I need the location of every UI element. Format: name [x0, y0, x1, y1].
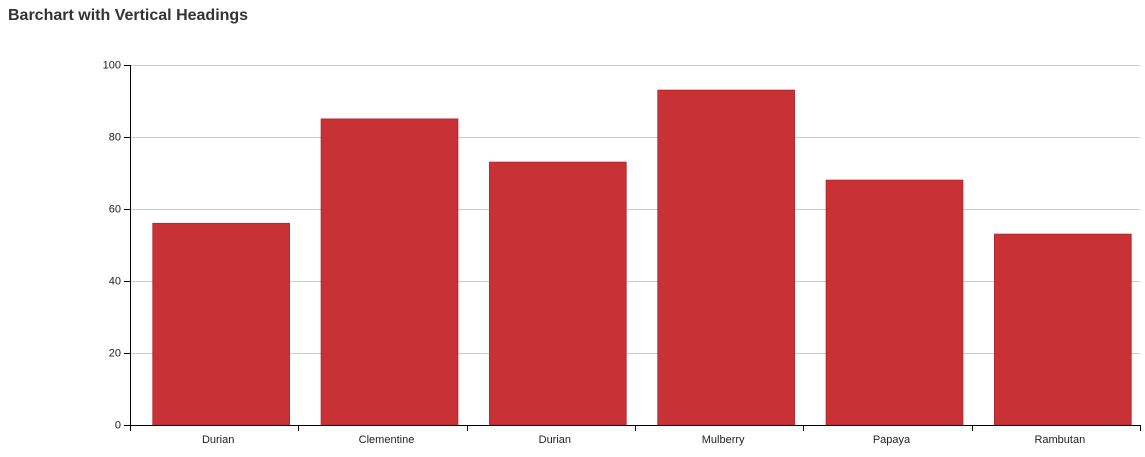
x-tick-label: Durian — [539, 434, 571, 446]
bar — [994, 233, 1132, 426]
y-tick-label: 40 — [109, 275, 121, 287]
x-tick-label: Mulberry — [702, 434, 745, 446]
bars — [152, 89, 1132, 426]
x-tick-label: Papaya — [873, 434, 911, 446]
y-tick-label: 20 — [109, 347, 121, 359]
x-tick-label: Rambutan — [1034, 434, 1085, 446]
y-tick-label: 60 — [109, 203, 121, 215]
bar — [825, 179, 964, 426]
chart-title: Barchart with Vertical Headings — [8, 7, 249, 24]
bar — [320, 118, 459, 426]
x-tick-label: Durian — [202, 434, 234, 446]
bar — [489, 161, 627, 426]
y-tick-label: 100 — [103, 59, 121, 71]
y-tick-label: 0 — [115, 419, 121, 431]
bar — [152, 222, 290, 426]
bar — [657, 89, 795, 426]
y-axis: 0 20 40 60 80 100 — [103, 59, 131, 431]
x-axis: Durian Clementine Durian Mulberry Papaya Ramb… — [130, 425, 1141, 446]
x-tick-label: Clementine — [359, 434, 415, 446]
y-tick-label: 80 — [109, 131, 121, 143]
